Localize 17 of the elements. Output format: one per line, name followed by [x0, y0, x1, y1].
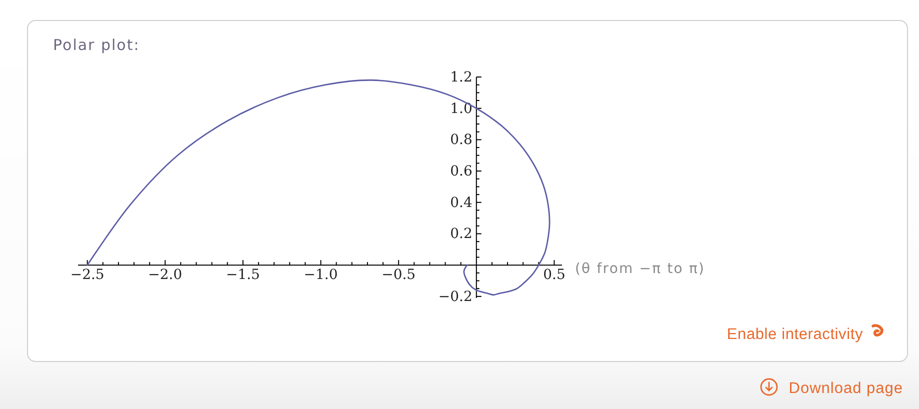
y-tick-label: 1.0	[450, 100, 472, 117]
y-tick-label: 0.2	[450, 226, 472, 242]
y-tick-label: −0.2	[438, 288, 472, 305]
text: Enable interactivity	[726, 326, 863, 343]
y-tick-label: 0.8	[450, 132, 472, 148]
y-tick-label: 1.2	[450, 69, 472, 86]
x-axis-title: (θ from −π to π)	[575, 261, 706, 278]
x-tick-label: −0.5	[382, 267, 416, 284]
x-tick-label: −1.5	[226, 267, 260, 284]
x-tick-label: −1.0	[304, 267, 338, 284]
text: Download page	[788, 380, 903, 397]
x-tick-label: 0.5	[543, 267, 566, 284]
x-tick-label: −2.0	[148, 267, 182, 284]
x-tick-label: −2.5	[70, 267, 104, 284]
y-tick-label: 0.4	[450, 194, 472, 211]
chart-title: Polar plot:	[53, 36, 140, 54]
y-tick-label: 0.6	[450, 164, 472, 180]
